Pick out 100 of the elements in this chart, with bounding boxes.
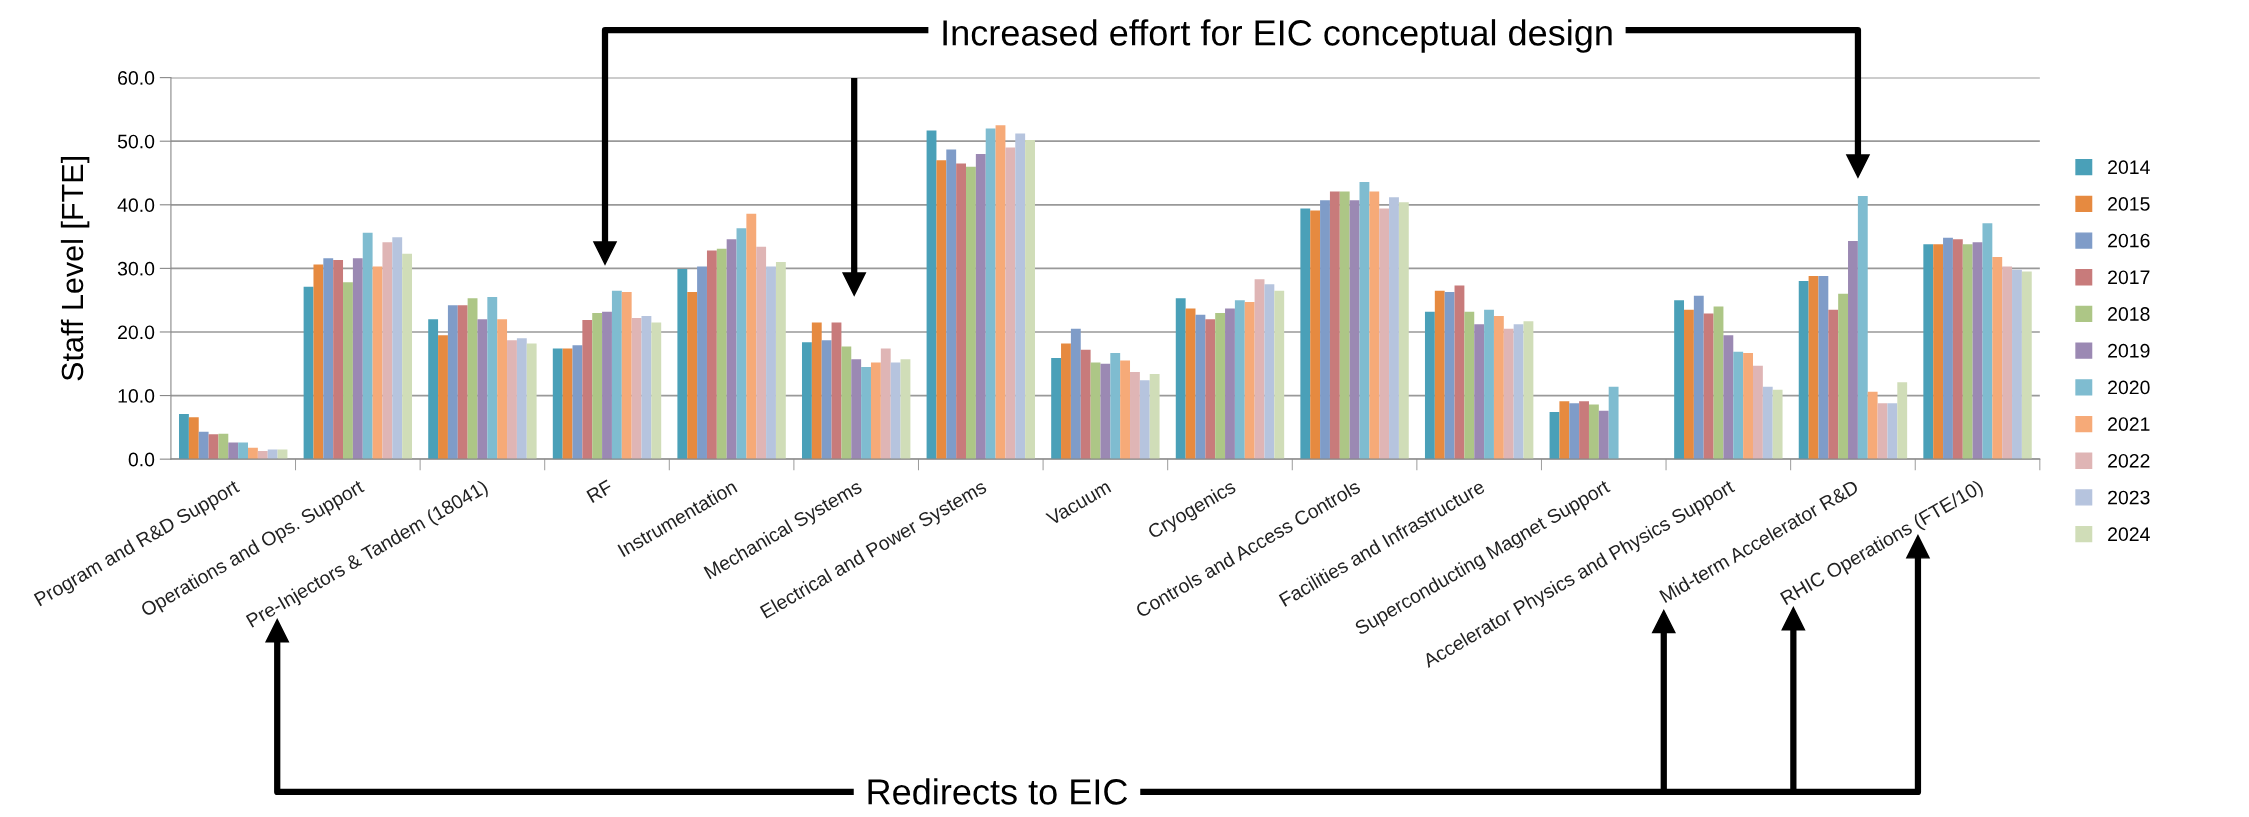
bar (198, 431, 209, 460)
bar (1359, 181, 1370, 460)
legend-label: 2020 (2108, 380, 2150, 395)
bar (736, 228, 747, 460)
bar (1424, 311, 1435, 460)
y-tick-label: 0.0 (128, 452, 155, 467)
bar (687, 291, 698, 460)
bar (1549, 412, 1560, 460)
text: Redirects to EIC (868, 778, 1128, 805)
y-tick-label: 40.0 (117, 198, 155, 213)
bar (851, 359, 862, 460)
bar (706, 250, 717, 460)
bar (1808, 276, 1819, 460)
bar (1484, 309, 1494, 460)
bar (1877, 403, 1888, 460)
bar (1120, 360, 1131, 460)
legend-label: 2017 (2108, 270, 2150, 285)
bar (966, 166, 976, 460)
bar (1887, 403, 1898, 460)
bar (2021, 271, 2032, 460)
bar (1205, 319, 1216, 460)
legend-label: 2015 (2108, 197, 2150, 211)
bar (218, 433, 229, 460)
bar (1464, 311, 1475, 460)
bar (1992, 256, 2003, 460)
bar (1234, 300, 1245, 460)
bar (392, 237, 403, 460)
bar (1848, 241, 1858, 460)
bar (1798, 281, 1809, 460)
bar (1080, 349, 1091, 460)
x-tick-label: RF (586, 479, 614, 503)
bar (507, 340, 517, 460)
bar (1225, 308, 1235, 460)
bar (1175, 298, 1186, 460)
bar (1100, 363, 1111, 460)
bar (526, 343, 537, 460)
bar (1149, 373, 1160, 460)
bar (1090, 362, 1101, 460)
bar (802, 342, 812, 460)
bar (1454, 285, 1465, 460)
bar (1684, 309, 1694, 460)
bar (641, 316, 652, 460)
bar (1723, 335, 1734, 460)
bar (467, 298, 478, 460)
bar (2012, 269, 2022, 460)
bar (880, 348, 891, 460)
bar (208, 434, 219, 460)
bar (1339, 191, 1350, 460)
bar (1933, 244, 1944, 460)
bar (1818, 276, 1829, 460)
bar (861, 366, 871, 460)
bar (766, 266, 776, 460)
bar (572, 345, 583, 460)
bar (487, 297, 498, 460)
bar (1185, 308, 1196, 460)
bar (372, 266, 383, 460)
bar (726, 239, 737, 460)
y-tick-label: 50.0 (117, 134, 155, 149)
bar (1923, 244, 1934, 460)
bar (946, 149, 957, 460)
bar (1972, 242, 1983, 460)
bar (447, 305, 458, 460)
bar (900, 359, 911, 460)
bar (1474, 324, 1485, 460)
bar (1264, 284, 1275, 460)
bar (1828, 309, 1839, 460)
bar (1434, 290, 1445, 460)
bar (402, 253, 413, 460)
bar (1674, 300, 1685, 460)
bar (1195, 314, 1206, 460)
bar (562, 348, 573, 460)
bar (1349, 200, 1360, 460)
bar (1329, 191, 1340, 460)
bar (956, 163, 967, 460)
bar (841, 346, 852, 460)
y-axis-title: Staff Level [FTE] (60, 157, 90, 381)
legend-label: 2023 (2108, 490, 2150, 505)
bar (631, 317, 642, 460)
bar (1943, 237, 1953, 460)
bar (1398, 202, 1409, 460)
bar (1743, 352, 1753, 460)
bar (497, 319, 508, 460)
bar (428, 319, 439, 460)
bar (1579, 401, 1589, 460)
bar (1110, 352, 1121, 460)
bar (1588, 404, 1599, 460)
bar (975, 153, 986, 460)
bar (438, 335, 448, 460)
bar (1369, 191, 1380, 460)
bar (602, 311, 612, 460)
bar (352, 258, 363, 460)
bar (592, 312, 603, 460)
bar (1274, 290, 1285, 460)
legend-label: 2019 (2108, 343, 2150, 358)
bar (552, 348, 563, 460)
y-tick-label: 60.0 (118, 71, 155, 85)
bar (303, 286, 314, 460)
legend-label: 2018 (2108, 307, 2150, 321)
bar (1962, 244, 1973, 460)
legend-label: 2021 (2108, 417, 2150, 431)
